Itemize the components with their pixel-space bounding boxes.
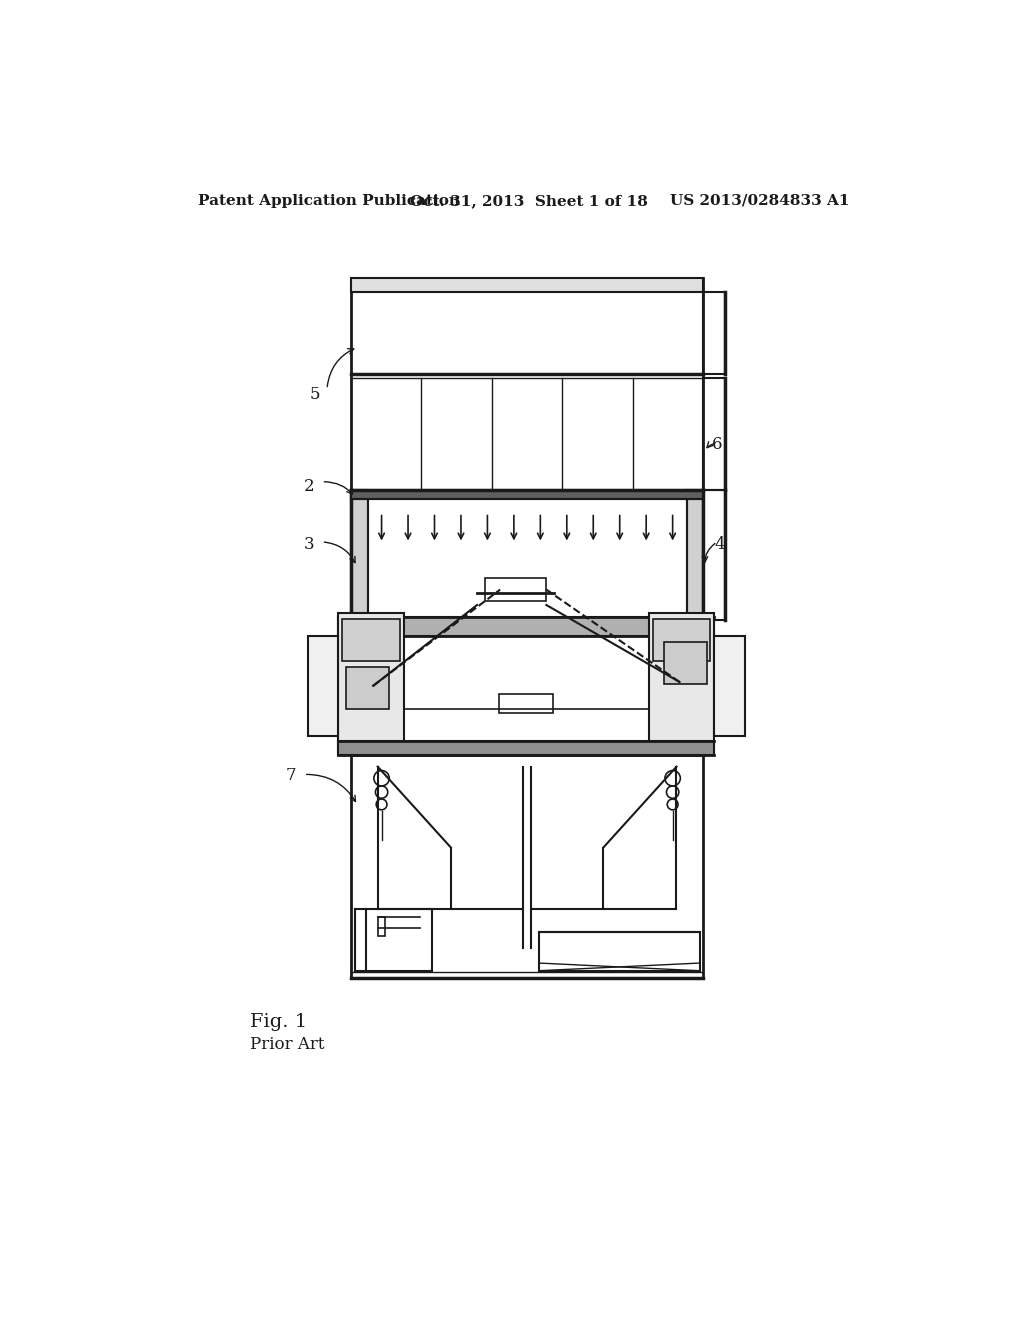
Bar — [378, 917, 385, 936]
Bar — [652, 619, 711, 661]
Bar — [339, 742, 714, 755]
Bar — [484, 578, 547, 601]
Bar — [649, 612, 714, 755]
Text: 4: 4 — [714, 536, 725, 553]
Bar — [351, 277, 703, 490]
Bar — [686, 490, 703, 620]
Bar — [703, 490, 725, 620]
Text: Prior Art: Prior Art — [250, 1036, 325, 1053]
Text: 7: 7 — [286, 767, 297, 784]
Bar — [703, 292, 725, 374]
Bar — [351, 755, 703, 978]
Bar — [342, 619, 400, 661]
Bar — [351, 490, 368, 620]
Text: 2: 2 — [304, 478, 314, 495]
Bar — [339, 616, 714, 636]
Bar — [714, 636, 745, 737]
Bar — [665, 642, 707, 684]
Bar — [346, 667, 388, 709]
Text: US 2013/0284833 A1: US 2013/0284833 A1 — [671, 194, 850, 207]
Bar — [403, 709, 649, 755]
Bar — [307, 636, 339, 737]
Text: 3: 3 — [304, 536, 314, 553]
Text: Fig. 1: Fig. 1 — [250, 1014, 307, 1031]
Text: 5: 5 — [309, 385, 319, 403]
Bar — [539, 932, 699, 970]
Bar — [351, 490, 703, 499]
Text: Patent Application Publication: Patent Application Publication — [199, 194, 461, 207]
Text: Oct. 31, 2013  Sheet 1 of 18: Oct. 31, 2013 Sheet 1 of 18 — [410, 194, 648, 207]
Text: 6: 6 — [712, 436, 722, 453]
Bar — [500, 693, 553, 713]
Bar — [339, 612, 403, 755]
Bar — [354, 909, 432, 970]
Bar — [351, 277, 703, 292]
Bar — [703, 378, 725, 490]
